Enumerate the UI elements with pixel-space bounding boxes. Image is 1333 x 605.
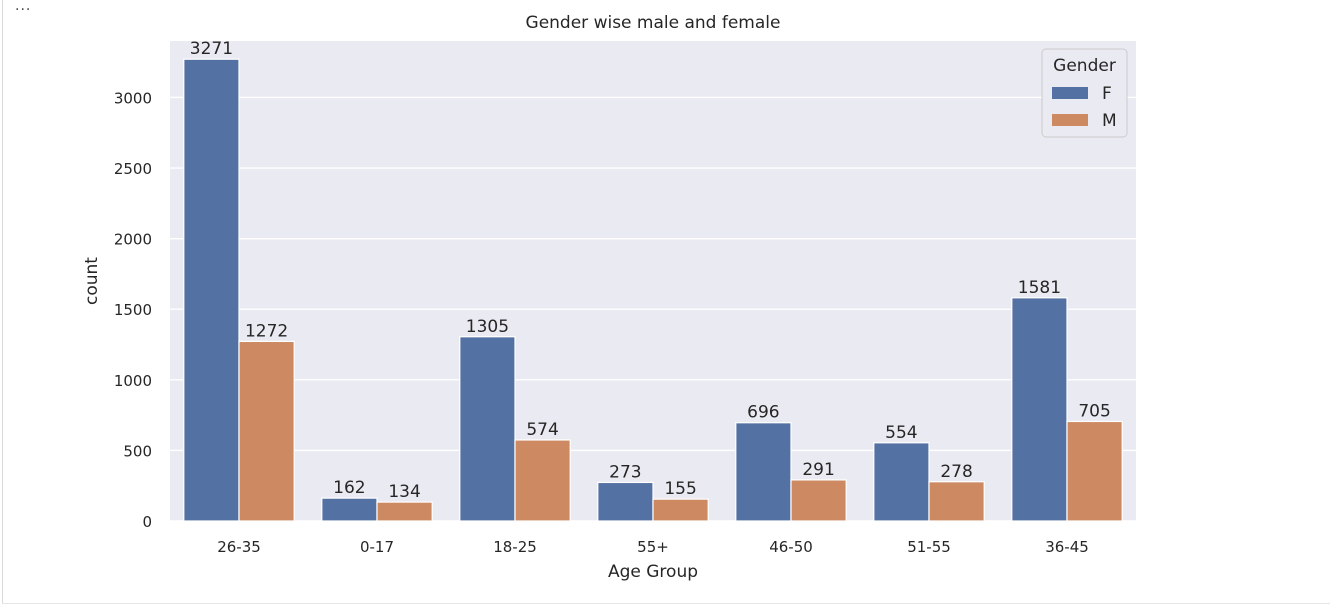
y-tick-label: 2500 — [114, 160, 152, 178]
x-tick-label: 46-50 — [769, 538, 813, 556]
y-tick-labels: 0 500 1000 1500 2000 2500 3000 — [114, 89, 152, 531]
legend-label-M: M — [1102, 111, 1117, 131]
plot-area — [170, 41, 1136, 521]
data-label: 162 — [333, 478, 365, 498]
x-axis-label: Age Group — [608, 562, 698, 582]
bar-M-26-35 — [238, 340, 295, 522]
bar-M-0-17 — [376, 501, 433, 522]
bar-F-46-50 — [735, 422, 792, 522]
data-label: 3271 — [190, 39, 233, 59]
data-label: 155 — [664, 479, 696, 499]
x-tick-labels: 26-35 0-17 18-25 55+ 46-50 51-55 36-45 — [217, 538, 1089, 556]
bars — [183, 58, 1123, 522]
data-label: 278 — [940, 462, 972, 482]
data-label: 291 — [802, 460, 834, 480]
y-tick-label: 1000 — [114, 372, 152, 390]
x-tick-label: 0-17 — [360, 538, 394, 556]
bar-M-55+ — [652, 498, 709, 522]
bar-F-18-25 — [459, 336, 516, 522]
y-tick-label: 2000 — [114, 231, 152, 249]
bar-M-46-50 — [790, 479, 847, 522]
bar-F-26-35 — [183, 58, 240, 522]
bar-F-51-55 — [873, 442, 930, 522]
data-label: 273 — [609, 462, 641, 482]
data-label: 1305 — [466, 317, 509, 337]
y-axis-label: count — [82, 257, 102, 305]
x-tick-label: 36-45 — [1045, 538, 1089, 556]
bar-M-36-45 — [1066, 420, 1123, 522]
legend-items: FM — [1052, 84, 1117, 131]
output-ellipsis[interactable]: ... — [15, 0, 32, 14]
data-label: 574 — [526, 420, 558, 440]
legend-title: Gender — [1053, 56, 1116, 76]
y-tick-label: 500 — [123, 442, 152, 460]
data-label: 134 — [388, 482, 420, 502]
bar-F-55+ — [597, 481, 654, 522]
bar-M-18-25 — [514, 439, 571, 522]
legend: Gender FM — [1041, 48, 1128, 138]
y-tick-label: 3000 — [114, 89, 152, 107]
x-tick-label: 18-25 — [493, 538, 537, 556]
bar-F-0-17 — [321, 497, 378, 522]
data-label: 696 — [747, 403, 779, 423]
data-label: 554 — [885, 423, 917, 443]
x-tick-label: 55+ — [637, 538, 669, 556]
legend-label-F: F — [1102, 84, 1112, 104]
x-tick-label: 51-55 — [907, 538, 951, 556]
bar-F-36-45 — [1011, 297, 1068, 522]
legend-swatch-M — [1052, 114, 1088, 126]
y-tick-label: 0 — [142, 513, 152, 531]
bar-M-51-55 — [928, 481, 985, 522]
data-labels: 3271 1272 162 134 1305 574 273 155 696 291 554 278 1… — [190, 39, 1111, 502]
y-tick-label: 1500 — [114, 301, 152, 319]
data-label: 1581 — [1018, 278, 1061, 298]
x-tick-label: 26-35 — [217, 538, 261, 556]
data-label: 1272 — [245, 321, 288, 341]
legend-swatch-F — [1052, 87, 1088, 99]
data-label: 705 — [1078, 401, 1110, 421]
chart-title: Gender wise male and female — [526, 13, 781, 33]
